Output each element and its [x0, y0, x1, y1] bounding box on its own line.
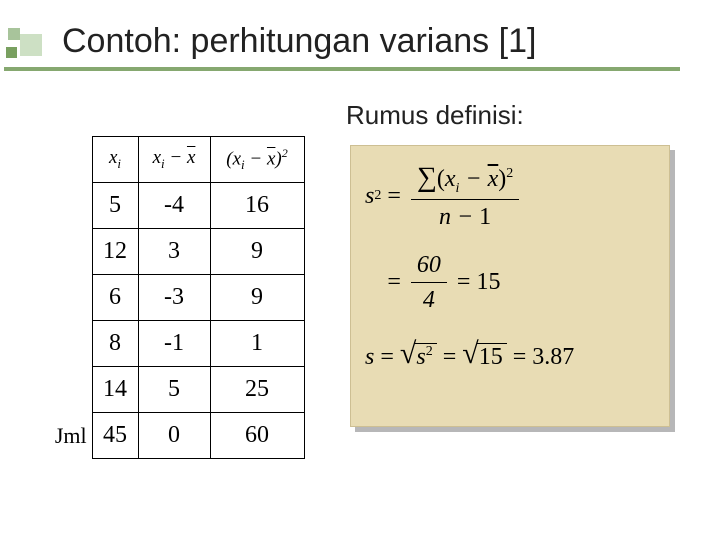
subtitle: Rumus definisi:	[346, 100, 524, 131]
row-label-total: Jml	[50, 413, 92, 459]
table-row: 14 5 25	[50, 367, 304, 413]
table-row-total: Jml 45 0 60	[50, 413, 304, 459]
table-row: 5 -4 16	[50, 183, 304, 229]
title-underline	[4, 67, 680, 71]
col-header-dev: xi − x	[138, 137, 210, 183]
table-row: 6 -3 9	[50, 275, 304, 321]
table-row: 8 -1 1	[50, 321, 304, 367]
col-header-xi: xi	[92, 137, 138, 183]
title-bullet-decor	[8, 28, 20, 40]
formula-panel: s2 = ∑(xi − x)2 n − 1 s2 = 60 4 = 15 s =…	[350, 145, 670, 427]
table-row: 12 3 9	[50, 229, 304, 275]
title-bullet-decor	[6, 47, 17, 58]
formula-variance-def: s2 = ∑(xi − x)2 n − 1	[365, 160, 655, 232]
title-bullet-decor	[20, 34, 42, 56]
variance-table: xi xi − x (xi − x)2 5 -4 16 12 3 9 6 -3 …	[50, 136, 305, 459]
col-header-sqdev: (xi − x)2	[210, 137, 304, 183]
page-title: Contoh: perhitungan varians [1]	[62, 22, 536, 61]
formula-stddev: s = √ s2 = √ 15 = 3.87	[365, 343, 655, 371]
formula-variance-calc: s2 = 60 4 = 15	[365, 250, 655, 315]
